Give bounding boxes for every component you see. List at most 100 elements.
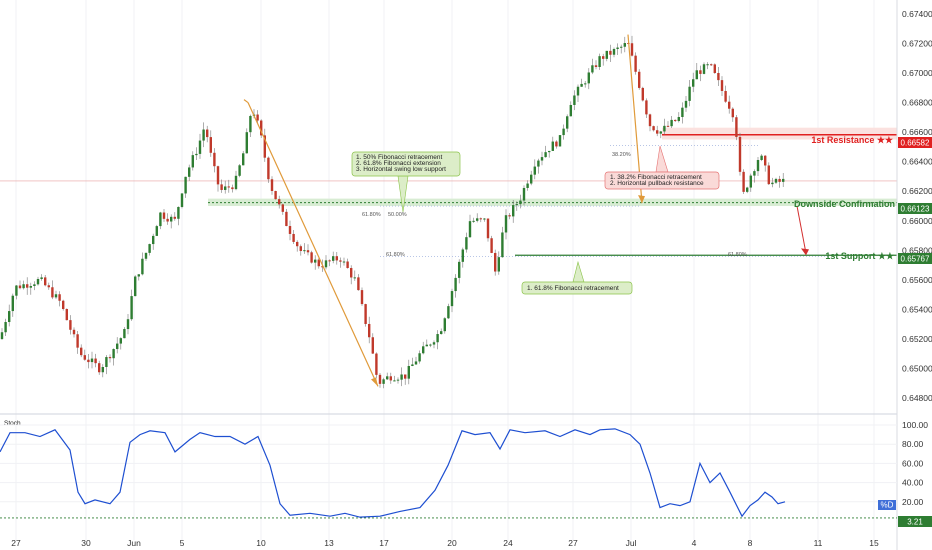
candle-body-101: [364, 304, 367, 324]
candle-body-67: [242, 153, 245, 166]
candle-body-59: [213, 152, 216, 167]
candle-body-186: [670, 119, 673, 127]
candle-body-160: [576, 86, 580, 96]
price-tick-10: 0.65400: [902, 304, 932, 314]
candle-body-21: [76, 334, 79, 348]
candle-body-29: [105, 357, 108, 368]
candle-body-30: [108, 357, 112, 359]
annotation-green-bottom: 1. 61.8% Fibonacci retracement: [521, 281, 633, 295]
candle-body-11: [40, 277, 43, 279]
candle-body-77: [278, 199, 281, 205]
candle-body-214: [771, 182, 774, 185]
candle-body-165: [594, 65, 598, 68]
badge-resistance: 0.66582: [898, 137, 932, 148]
candle-body-4: [15, 285, 18, 296]
candle-body-52: [188, 167, 191, 177]
badge-downside-text: 0.66123: [901, 205, 930, 214]
candle-body-180: [648, 114, 652, 127]
candle-body-27: [98, 363, 101, 373]
price-axis: 0.67400 0.67200 0.67000 0.66800 0.66600 0.664…: [902, 9, 932, 403]
candle-body-118: [425, 344, 428, 347]
candle-body-83: [299, 246, 302, 252]
candle-body-144: [519, 200, 522, 205]
candle-body-112: [404, 374, 407, 379]
candle-body-128: [461, 249, 464, 262]
candle-body-34: [123, 329, 126, 339]
candle-body-143: [515, 204, 518, 206]
candle-body-22: [80, 347, 83, 356]
candle-body-40: [144, 252, 148, 259]
candle-body-60: [216, 166, 220, 185]
zones: [0, 127, 897, 257]
candle-body-39: [141, 258, 144, 275]
candle-body-194: [699, 70, 702, 74]
candle-body-141: [508, 215, 511, 217]
candle-body-121: [436, 334, 439, 343]
candle-body-167: [602, 56, 605, 59]
candle-body-198: [713, 64, 716, 73]
candle-body-166: [598, 56, 601, 68]
candle-body-140: [504, 215, 508, 233]
candle-body-107: [386, 376, 389, 380]
stoch-label: Stoch: [4, 420, 21, 427]
candle-body-132: [476, 218, 479, 221]
candle-body-139: [501, 232, 504, 258]
candle-body-159: [573, 95, 576, 105]
price-tick-9: 0.65600: [902, 275, 932, 285]
fib-label-618b: 61.80%: [386, 252, 405, 258]
candle-body-50: [180, 193, 184, 207]
candle-body-37: [134, 276, 137, 297]
candle-body-156: [562, 128, 565, 136]
fib-label-618a: 61.80%: [362, 212, 381, 218]
candle-body-93: [335, 256, 338, 261]
badge-support: 0.65767: [898, 253, 932, 264]
candle-body-142: [512, 205, 515, 217]
candle-body-63: [227, 186, 230, 188]
time-tick-6: 17: [379, 538, 389, 548]
trend-arrow-down-head: [371, 377, 378, 387]
candle-body-149: [537, 160, 540, 167]
candle-body-43: [155, 226, 158, 236]
candle-body-75: [270, 179, 274, 191]
time-tick-5: 13: [324, 538, 334, 548]
candle-body-71: [256, 114, 259, 121]
candle-body-109: [393, 380, 396, 382]
annotation-red-mid: 1. 38.2% Fibonacci retracement 2. Horizo…: [604, 171, 720, 190]
candle-body-108: [389, 376, 392, 381]
candle-body-193: [695, 70, 698, 80]
candle-body-97: [350, 268, 353, 278]
candle-body-111: [400, 374, 403, 380]
candle-body-20: [72, 329, 76, 335]
badge-stoch-d: %D: [878, 500, 896, 510]
candle-body-6: [22, 284, 25, 289]
annotation-green-top: 1. 50% Fibonacci retracement 2. 61.8% Fi…: [351, 151, 461, 177]
candle-body-176: [634, 55, 637, 72]
candle-body-2: [8, 311, 11, 323]
candle-body-13: [47, 285, 50, 288]
candle-body-3: [11, 295, 14, 312]
candle-body-202: [728, 101, 731, 109]
level-name-support: 1st Support ★★: [825, 251, 895, 261]
candle-body-213: [767, 165, 770, 185]
candle-body-205: [738, 136, 742, 172]
candle-body-84: [303, 250, 306, 252]
time-tick-1: 30: [81, 538, 91, 548]
candle-body-168: [605, 50, 608, 59]
candle-body-76: [274, 190, 277, 200]
price-tick-3: 0.66800: [902, 98, 932, 108]
time-tick-14: 15: [869, 538, 879, 548]
price-tick-0: 0.67400: [902, 9, 932, 19]
candle-body-203: [731, 108, 734, 118]
candle-body-86: [310, 252, 313, 263]
badge-downside: 0.66123: [898, 203, 932, 214]
time-axis: 27 30 Jun 5 10 13 17 20 24 27 Jul 4 8 11 15: [11, 538, 879, 548]
price-tick-8: 0.65800: [902, 245, 932, 255]
candle-body-35: [126, 319, 130, 330]
candle-body-9: [33, 284, 36, 287]
candle-body-130: [468, 221, 472, 238]
candle-body-169: [609, 50, 612, 55]
stoch-tick-4: 20.00: [902, 497, 924, 507]
badge-stoch-low: 3.21: [898, 516, 932, 527]
